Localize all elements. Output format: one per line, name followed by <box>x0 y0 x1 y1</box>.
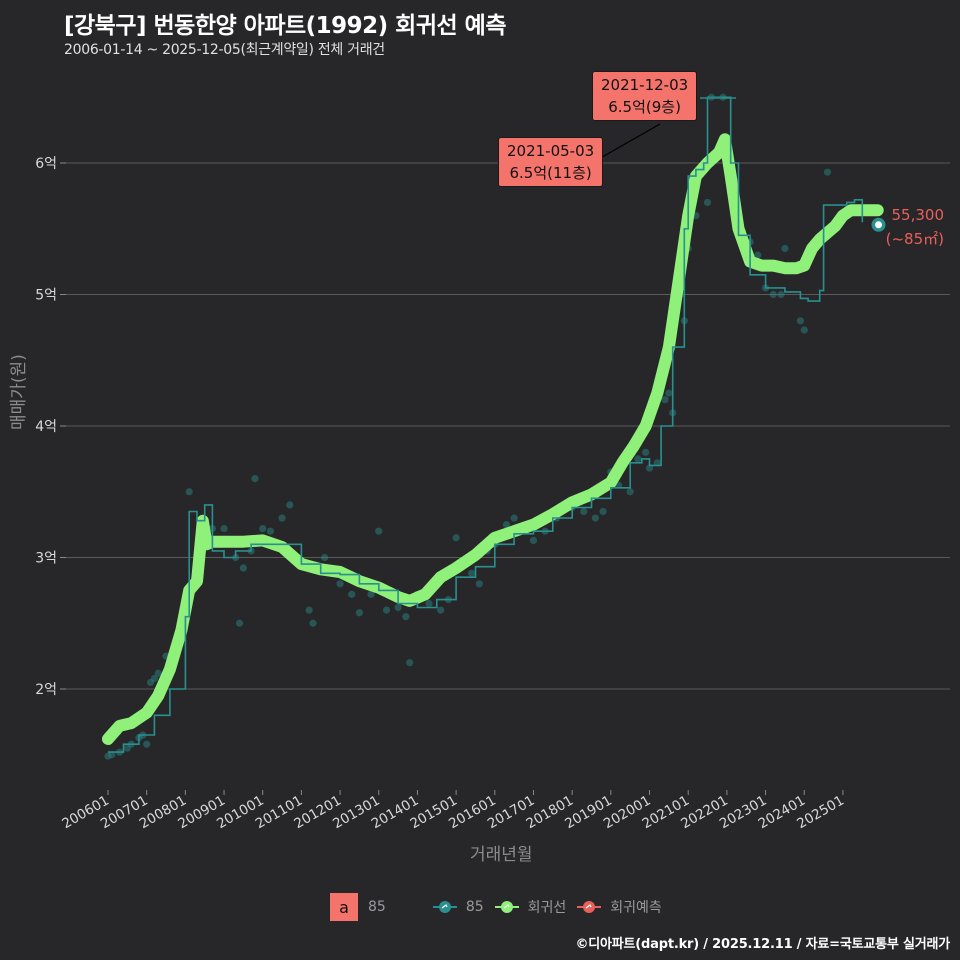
trade-dot <box>754 251 762 259</box>
annotation-leaders <box>596 97 736 161</box>
legend-item-regression: 회귀선 <box>494 897 567 917</box>
line-point-icon <box>494 901 519 913</box>
trade-dot <box>529 536 538 545</box>
trade-dot <box>510 514 518 522</box>
legend-item-prediction: 회귀예측 <box>576 897 662 917</box>
line-point-icon <box>432 901 457 913</box>
trade-dot <box>336 580 344 588</box>
x-axis-ticks: 2006012007012008012009012010012011012012… <box>59 790 847 832</box>
legend-label: 85 <box>465 899 484 915</box>
trade-dot <box>259 524 267 533</box>
trade-dot <box>154 669 162 677</box>
trade-dot <box>375 527 383 535</box>
trade-dot <box>452 534 460 542</box>
trade-dot <box>239 564 247 572</box>
prediction-point <box>871 217 886 232</box>
y-tick-label: 2억 <box>35 682 57 698</box>
legend-item-trades: 85 <box>432 899 484 915</box>
trade-dot <box>777 290 785 299</box>
trade-dot <box>634 455 642 463</box>
trade-dot <box>235 619 244 627</box>
y-tick-label: 6억 <box>35 156 57 172</box>
trade-dot <box>402 613 410 621</box>
trade-dot <box>367 590 375 598</box>
trade-dot <box>475 580 483 588</box>
y-axis-label: 매매가(원) <box>9 354 29 430</box>
trade-dot <box>703 198 712 207</box>
trade-dot <box>467 569 476 577</box>
y-tick-label: 5억 <box>35 288 57 304</box>
trade-dot <box>769 290 777 299</box>
x-axis-label: 거래년월 <box>470 845 533 865</box>
legend-fill-label: 85 <box>368 899 386 915</box>
annotation-price: 6.5억(11층) <box>509 164 592 182</box>
trade-dot <box>108 751 116 759</box>
y-axis-ticks: 2억 3억 4억 5억 6억 <box>35 156 66 698</box>
chart-subtitle: 2006-01-14 ~ 2025-12-05(최근계약일) 전체 거래건 <box>64 42 385 58</box>
trade-dot <box>406 659 414 667</box>
annotation-date: 2021-12-03 <box>601 76 689 94</box>
annotation-date: 2021-05-03 <box>507 142 595 160</box>
trade-dot <box>146 678 155 687</box>
legend-fill-key: a <box>330 893 358 921</box>
y-tick-label: 4억 <box>35 419 57 435</box>
trade-dot <box>143 740 151 748</box>
legend-label: 회귀선 <box>527 900 567 916</box>
trade-average-line <box>108 96 864 753</box>
trade-dot <box>382 606 391 614</box>
trade-dot <box>437 606 445 614</box>
trade-dot <box>796 317 804 325</box>
footer-credit: ©디아파트(dapt.kr) / 2025.12.11 / 자료=국토교통부 실… <box>575 937 950 952</box>
y-tick-label: 3억 <box>35 551 57 567</box>
trade-dot <box>502 521 511 529</box>
trade-dot <box>645 464 654 472</box>
trade-dot <box>425 599 433 608</box>
trade-dot <box>305 606 313 614</box>
trade-dot <box>355 609 364 617</box>
trade-dot <box>286 501 294 509</box>
trade-dot <box>661 396 669 404</box>
trade-dot <box>266 527 275 535</box>
trade-dot <box>309 619 317 627</box>
regression-line <box>102 133 884 745</box>
trade-dot <box>150 674 159 683</box>
trade-dot <box>580 507 588 516</box>
trade-dot <box>781 244 789 253</box>
trade-dot <box>823 168 832 176</box>
trade-dot <box>251 475 259 483</box>
trade-dot <box>278 514 286 522</box>
trade-dot <box>220 524 228 533</box>
prediction-label: 55,300 (~85㎡) <box>880 203 944 251</box>
trade-points <box>104 93 832 760</box>
chart-title: [강북구] 번동한양 아파트(1992) 회귀선 예측 <box>64 13 507 39</box>
trade-dot <box>642 448 650 456</box>
trade-dot <box>321 553 329 562</box>
trade-dot <box>394 603 402 612</box>
prediction-value: 55,300 <box>891 206 945 224</box>
line-point-icon <box>577 901 602 913</box>
trade-dot <box>800 326 808 334</box>
trade-dot <box>123 744 131 752</box>
trade-dot <box>104 752 112 760</box>
trade-dot <box>185 488 193 496</box>
prediction-area: (~85㎡) <box>885 230 944 248</box>
legend-label: 회귀예측 <box>610 900 662 916</box>
trade-dot <box>626 488 634 496</box>
trade-dot <box>348 590 356 598</box>
annotation-max-price: 2021-12-03 6.5억(9층) <box>592 71 698 121</box>
trade-dot <box>599 507 607 516</box>
trade-dot <box>591 514 599 522</box>
trade-dot <box>665 389 673 397</box>
legend: a 85 85 회귀선 회귀예측 <box>330 893 672 921</box>
annotation-second-price: 2021-05-03 6.5억(11층) <box>498 137 604 187</box>
annotation-price: 6.5억(9층) <box>608 98 681 116</box>
